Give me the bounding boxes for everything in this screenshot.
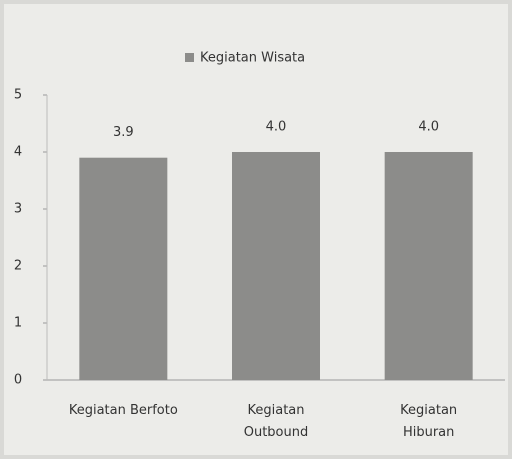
legend-label: Kegiatan Wisata xyxy=(200,51,305,66)
x-tick-label: Kegiatan Outbound xyxy=(243,403,309,440)
y-tick-label: 2 xyxy=(14,259,22,274)
y-tick-label: 4 xyxy=(14,145,22,160)
legend-swatch xyxy=(185,53,194,62)
data-label: 3.9 xyxy=(113,125,134,140)
y-tick-label: 1 xyxy=(14,316,22,331)
x-tick-label: Kegiatan Berfoto xyxy=(68,403,178,418)
data-label: 4.0 xyxy=(418,120,439,135)
y-tick-label: 3 xyxy=(14,202,22,217)
bar xyxy=(384,152,473,380)
y-tick-label: 5 xyxy=(14,88,22,103)
bar xyxy=(232,152,320,380)
data-label: 4.0 xyxy=(266,120,287,135)
y-tick-label: 0 xyxy=(14,373,22,388)
x-tick-label: Kegiatan Hiburan xyxy=(400,403,458,440)
bar xyxy=(79,157,168,380)
